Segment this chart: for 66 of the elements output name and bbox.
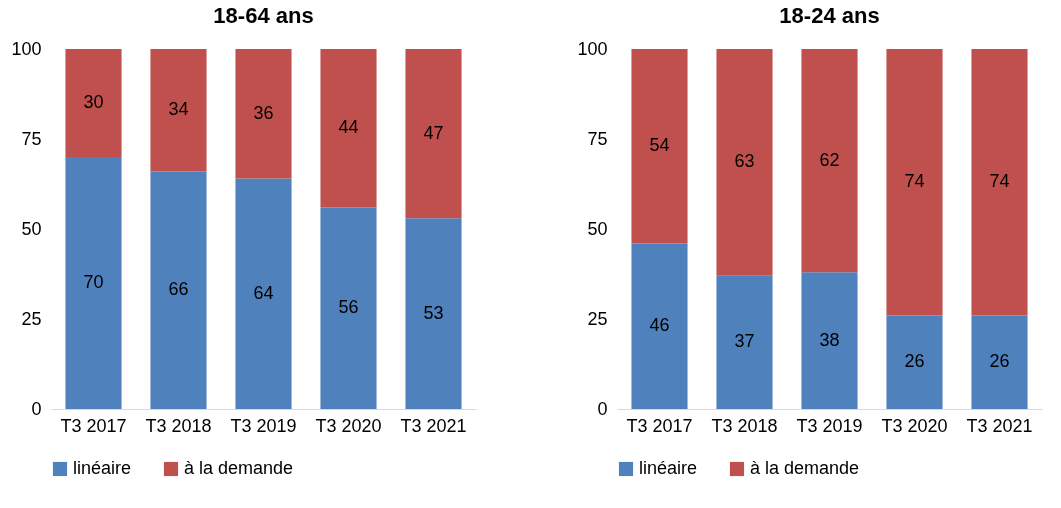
bar [971,49,1028,316]
y-tick-label: 100 [577,38,608,59]
data-label: 30 [83,92,104,112]
bar [716,49,773,276]
data-label: 44 [338,117,359,138]
bar [801,49,858,273]
x-tick-label: T3 2019 [796,415,863,436]
data-label: 26 [989,351,1010,372]
y-tick-label: 100 [11,38,42,59]
bar [971,315,1028,409]
bar [405,49,462,219]
data-label: 70 [83,272,104,292]
data-label: 62 [819,149,840,170]
data-label: 74 [989,171,1010,192]
x-tick-label: T3 2018 [711,415,778,436]
data-label: 26 [904,351,925,372]
y-tick-label: 50 [21,218,42,239]
x-tick-label: T3 2020 [881,415,948,436]
x-tick-label: T3 2021 [966,415,1033,436]
bar [886,315,943,409]
bar [150,171,207,409]
y-tick-label: 25 [21,308,42,329]
data-label: 36 [253,102,274,123]
bar [405,218,462,409]
legend-label: linéaire [639,458,698,478]
data-label: 47 [423,122,444,143]
legend-label: à la demande [184,458,294,478]
x-tick-label: T3 2018 [145,415,212,436]
bar [886,49,943,316]
y-tick-label: 75 [587,128,608,149]
chart-title: 18-24 ans [779,3,880,28]
y-tick-label: 75 [21,128,42,149]
y-tick-label: 25 [587,308,608,329]
bar [631,49,688,244]
x-tick-label: T3 2017 [626,415,693,436]
bar [801,272,858,409]
x-tick-label: T3 2019 [230,415,297,436]
legend-label: linéaire [73,458,132,478]
bar [320,207,377,409]
bar [150,49,207,172]
data-label: 64 [253,282,274,303]
data-label: 56 [338,297,359,318]
x-tick-label: T3 2021 [400,415,467,436]
y-tick-label: 0 [31,398,42,419]
data-label: 46 [649,315,670,336]
data-label: 34 [168,99,189,120]
bar [65,157,122,409]
legend-label: à la demande [750,458,860,478]
data-label: 66 [168,279,189,300]
data-label: 74 [904,171,925,192]
bar [65,49,122,157]
x-tick-label: T3 2020 [315,415,382,436]
bar [716,275,773,409]
bar [320,49,377,208]
bar [235,178,292,409]
data-label: 38 [819,329,840,350]
bar [235,49,292,179]
x-tick-label: T3 2017 [60,415,127,436]
chart-title: 18-64 ans [213,3,314,28]
data-label: 53 [423,302,444,323]
data-label: 54 [649,135,670,156]
bar [631,243,688,409]
y-tick-label: 0 [597,398,608,419]
y-tick-label: 50 [587,218,608,239]
data-label: 63 [734,151,755,172]
data-label: 37 [734,331,755,352]
